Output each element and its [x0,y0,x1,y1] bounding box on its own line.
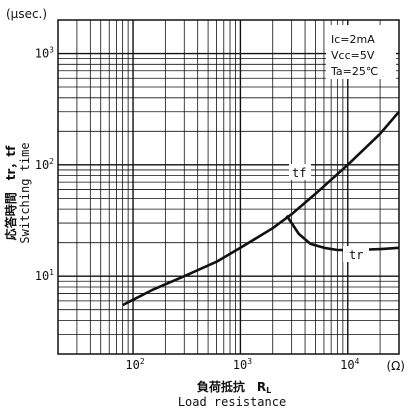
condition-ic: Ic=2mA [331,33,375,46]
y-tick-label-10-3: 103 [35,46,54,61]
condition-ta: Ta=25℃ [330,65,378,78]
series-label-tf-background [289,164,311,180]
y-axis-label-jp: 応答時間 tr，tf [3,145,18,240]
y-tick-label-10-1: 101 [35,268,54,283]
series-label-tr: tr [349,248,363,262]
x-axis-unit: (Ω) [386,359,405,373]
conditions-background [326,25,396,79]
x-tick-label-10-4: 104 [340,357,359,372]
y-tick-label-10-2: 102 [35,157,54,172]
series-label-tf: tf [292,166,306,180]
plot-frame [57,19,400,355]
x-tick-label-10-2: 102 [125,357,144,372]
series-label-tr-background [343,246,369,262]
x-tick-label-10-3: 103 [233,357,252,372]
series-line-tr [285,214,400,252]
conditions-box: Ic=2mA Vcc=5V Ta=25℃ [326,25,396,79]
condition-vcc: Vcc=5V [331,49,375,62]
y-axis-unit: (μsec.) [6,7,47,21]
y-axis-label-en: Switching time [18,142,32,243]
x-axis-label-en: Load resistance [178,395,286,409]
series-line-tf [122,110,400,307]
x-axis-label-jp: 負荷抵抗 RL [197,379,271,395]
